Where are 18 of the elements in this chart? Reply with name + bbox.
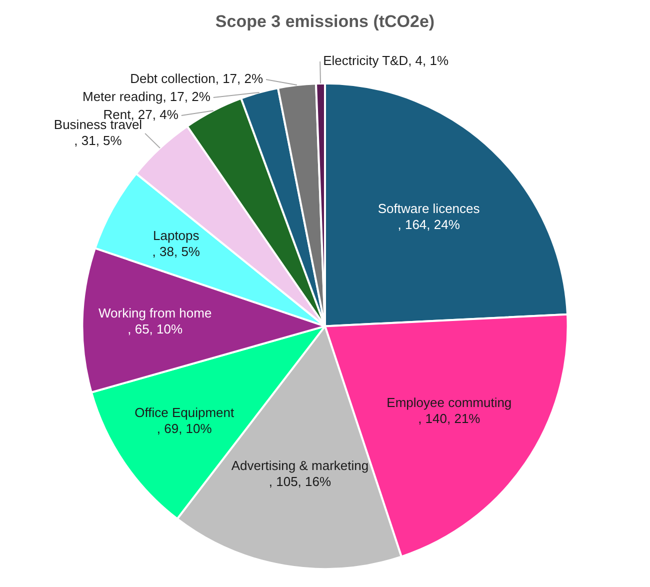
slice-label: Rent, 27, 4% [103,107,179,122]
data-label: , 31, 5% [74,133,122,148]
slice-label: Software licences [378,200,480,216]
data-label: , 38, 5% [152,244,200,259]
slice-label: Advertising & marketing [231,458,369,474]
slice-label: Laptops [153,228,200,243]
chart-title: Scope 3 emissions (tCO2e) [215,12,435,31]
slice-label: Debt collection, 17, 2% [130,71,264,86]
data-label: , 65, 10% [128,321,183,336]
data-label: , 105, 16% [268,474,332,490]
data-label: , 140, 21% [418,410,481,426]
data-label: , 164, 24% [398,216,460,232]
data-label: , 69, 10% [156,421,212,436]
slice-label: Employee commuting [386,394,512,410]
slice-label: Office Equipment [134,405,234,420]
slice-label: Electricity T&D, 4, 1% [323,53,449,68]
slice-label: Working from home [98,305,212,320]
slice-label: Meter reading, 17, 2% [82,89,211,104]
